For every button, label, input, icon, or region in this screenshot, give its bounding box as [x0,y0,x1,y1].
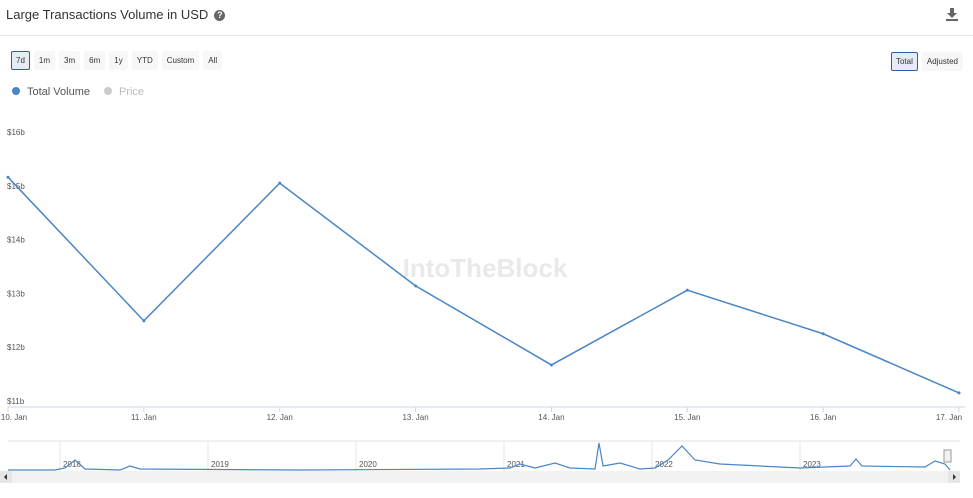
legend-item-price[interactable]: Price [103,86,145,98]
legend-item-total-volume[interactable]: Total Volume [12,86,90,98]
data-point[interactable] [821,332,825,336]
navigator-year-label: 2020 [359,460,377,469]
data-point[interactable] [549,363,553,367]
header-divider [0,35,973,36]
mode-button-total[interactable]: Total [890,52,918,71]
y-tick-label: $16b [7,128,25,137]
data-point[interactable] [142,319,146,323]
navigator-year-label: 2022 [655,460,673,469]
arrow-right-icon [953,474,956,480]
arrow-left-icon [4,474,7,480]
data-point[interactable] [6,175,10,179]
x-tick-label: 16. Jan [810,413,836,422]
x-tick-label: 12. Jan [267,413,293,422]
navigator[interactable]: 2018 2019 2020 2021 2022 2023 [8,440,960,471]
x-tick-label: 11. Jan [131,413,157,422]
x-tick-label: 14. Jan [538,413,564,422]
range-button-3m[interactable]: 3m [59,51,81,70]
y-tick-label: $13b [7,289,25,298]
download-icon[interactable] [945,7,959,21]
mode-button-adjusted[interactable]: Adjusted [921,52,963,71]
navigator-series [8,442,951,471]
y-tick-label: $14b [7,236,25,245]
navigator-year-label: 2021 [507,460,525,469]
navigator-year-label: 2019 [211,460,229,469]
data-point[interactable] [685,288,689,292]
range-button-1m[interactable]: 1m [33,51,56,70]
data-point[interactable] [957,391,961,395]
title-text: Large Transactions Volume in USD [6,7,209,22]
range-button-custom[interactable]: Custom [161,51,200,70]
chart-title: Large Transactions Volume in USD? [6,7,226,22]
x-tick-label: 10. Jan [1,413,27,422]
navigator-year-label: 2023 [803,460,821,469]
data-point[interactable] [414,284,418,288]
x-tick-label: 15. Jan [674,413,700,422]
range-button-ytd[interactable]: YTD [131,51,158,70]
range-selector: 7d 1m 3m 6m 1y YTD Custom All [11,51,223,70]
y-tick-label: $11b [7,397,25,406]
scrollbar-track[interactable] [0,471,960,483]
question-circle-icon[interactable]: ? [214,10,226,21]
series-line-total-volume [7,176,960,394]
legend-label: Price [118,86,145,98]
range-button-all[interactable]: All [203,51,223,70]
legend-dot [12,87,20,95]
x-tick-label: 13. Jan [402,413,428,422]
scrollbar[interactable] [0,471,960,483]
y-tick-label: $12b [7,343,25,352]
legend-dot [103,87,112,95]
watermark: IntoTheBlock [403,253,568,283]
data-point[interactable] [278,181,282,185]
navigator-year-label: 2018 [63,460,81,469]
range-button-6m[interactable]: 6m [84,51,106,70]
range-button-1y[interactable]: 1y [109,51,128,70]
legend: Total Volume Price [12,86,144,98]
navigator-handle[interactable] [943,449,952,463]
range-button-7d[interactable]: 7d [11,51,30,70]
mode-selector: Total Adjusted [890,52,963,71]
x-tick-label: 17. Jan [936,413,962,422]
legend-label: Total Volume [27,86,90,98]
